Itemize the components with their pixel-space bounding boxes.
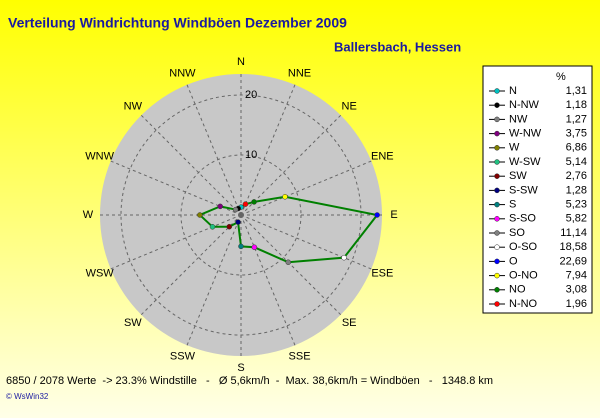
legend-label: S-SO — [509, 213, 536, 225]
legend-marker — [494, 145, 500, 151]
point — [285, 259, 292, 266]
legend-label: N — [509, 85, 517, 97]
direction-label: SW — [124, 317, 142, 329]
r-tick-label: 20 — [245, 89, 257, 101]
legend-title: % — [556, 71, 566, 83]
legend-marker — [494, 272, 500, 279]
point — [238, 243, 244, 250]
legend-marker — [494, 216, 500, 222]
point — [209, 224, 216, 230]
legend-value: 1,31 — [566, 85, 587, 97]
legend-marker — [494, 130, 500, 137]
legend-box — [482, 65, 593, 314]
legend-marker — [494, 258, 500, 265]
direction-label: SSE — [289, 350, 311, 362]
legend-label: W-SW — [509, 156, 541, 168]
legend-label: S — [509, 199, 516, 211]
direction-label: E — [390, 209, 397, 221]
legend-label: NW — [509, 113, 528, 125]
direction-label: ENE — [371, 150, 394, 162]
legend-value: 7,94 — [566, 270, 587, 282]
legend-value: 1,28 — [566, 184, 587, 196]
point — [251, 199, 257, 205]
legend-value: 3,08 — [566, 284, 587, 296]
point — [232, 206, 239, 213]
point — [226, 223, 233, 230]
chart-subtitle: Ballersbach, Hessen — [334, 39, 461, 54]
legend-label: SO — [509, 227, 525, 239]
legend-label: S-SW — [509, 184, 538, 196]
legend-marker — [494, 244, 500, 250]
legend-value: 6,86 — [566, 142, 587, 154]
legend-value: 5,14 — [566, 156, 587, 168]
legend-value: 1,96 — [566, 298, 587, 310]
direction-label: NNW — [169, 68, 196, 80]
footer: 6850 / 2078 Werte -> 23.3% Windstille - … — [6, 375, 493, 387]
legend-value: 1,18 — [566, 99, 587, 111]
legend-marker — [494, 201, 500, 208]
legend-label: SW — [509, 170, 527, 182]
credit: © WsWin32 — [6, 392, 49, 401]
legend-label: N-NO — [509, 298, 538, 310]
legend-value: 5,82 — [566, 213, 587, 225]
direction-label: SSW — [170, 350, 196, 362]
legend-value: 11,14 — [560, 227, 587, 239]
legend-label: N-NW — [509, 99, 540, 111]
direction-label: SE — [342, 317, 357, 329]
legend-label: W-NW — [509, 128, 542, 140]
legend-label: O-NO — [509, 270, 538, 282]
legend-marker — [494, 116, 500, 123]
legend-marker — [494, 102, 500, 108]
legend-marker — [494, 230, 500, 236]
direction-label: NW — [124, 101, 143, 113]
legend-marker — [494, 159, 500, 165]
direction-label: WNW — [85, 150, 114, 162]
direction-label: W — [83, 209, 94, 221]
point — [242, 201, 249, 207]
point — [251, 244, 258, 251]
legend-value: 22,69 — [559, 255, 587, 267]
legend-marker — [494, 187, 500, 194]
point — [282, 194, 288, 200]
direction-label: NE — [342, 101, 357, 113]
legend-marker — [494, 301, 500, 307]
direction-label: N — [237, 56, 245, 68]
legend-value: 3,75 — [566, 128, 587, 140]
point — [197, 212, 203, 218]
point — [235, 219, 241, 225]
legend-label: O — [509, 255, 518, 267]
legend-value: 1,27 — [566, 113, 587, 125]
direction-label: S — [237, 362, 244, 374]
point — [374, 212, 380, 218]
direction-label: NNE — [288, 68, 311, 80]
direction-label: ESE — [371, 267, 393, 279]
legend-marker — [494, 287, 500, 293]
direction-label: WSW — [86, 267, 115, 279]
point — [217, 203, 223, 210]
legend-value: 2,76 — [566, 170, 587, 182]
legend-label: O-SO — [509, 241, 538, 253]
legend-value: 5,23 — [566, 199, 587, 211]
legend-marker — [494, 173, 500, 179]
point — [341, 254, 347, 261]
chart-title: Verteilung Windrichtung Windböen Dezembe… — [8, 15, 347, 31]
legend-label: NO — [509, 284, 526, 296]
legend-marker — [494, 88, 500, 94]
legend-label: W — [509, 142, 520, 154]
r-tick-label: 10 — [245, 149, 257, 161]
legend-value: 18,58 — [559, 241, 587, 253]
